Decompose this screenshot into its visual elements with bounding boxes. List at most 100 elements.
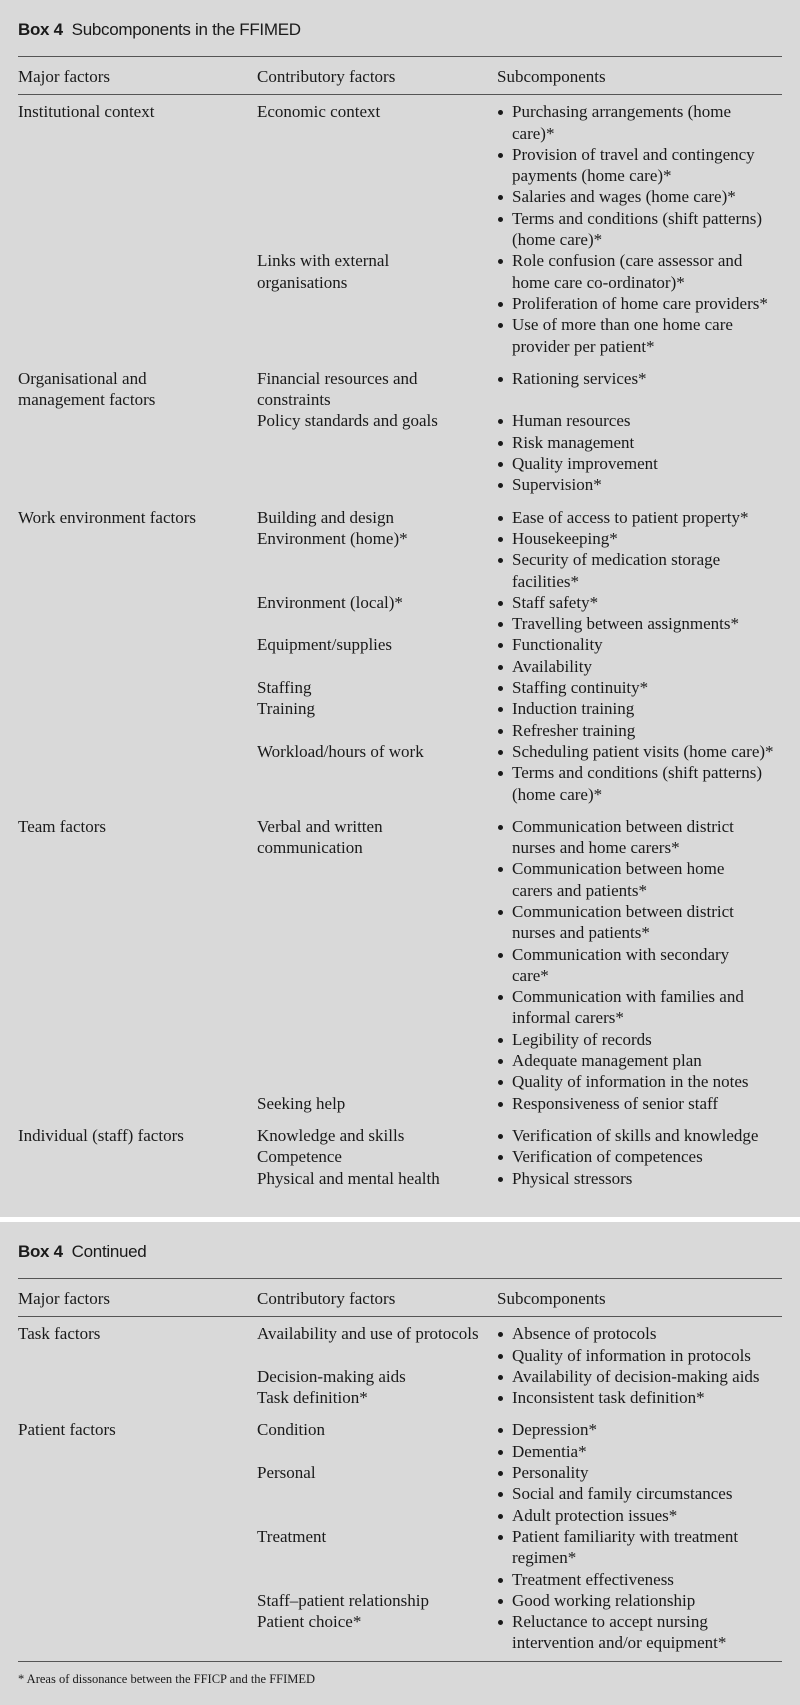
subcomponent-item: Dementia* bbox=[497, 1441, 782, 1462]
subcomponent-list: Patient familiarity with treatment regim… bbox=[497, 1526, 782, 1590]
table-row: Staffing Staffing continuity* bbox=[257, 677, 782, 698]
contributory-factor: Availability and use of protocols bbox=[257, 1324, 479, 1344]
divider bbox=[18, 1316, 782, 1318]
table-row: Environment (local)* Staff safety* Travell… bbox=[257, 592, 782, 635]
contributory-factor: Financial resources and constraints bbox=[257, 368, 418, 410]
table-row: Availability and use of protocols Absence… bbox=[257, 1323, 782, 1366]
subcomponent-item: Use of more than one home care provider … bbox=[497, 314, 782, 357]
table-row: Task definition* Inconsistent task defini… bbox=[257, 1387, 782, 1408]
subcomponent-list: Absence of protocols Quality of informati… bbox=[497, 1323, 782, 1366]
subcomponent-list: Staffing continuity* bbox=[497, 677, 782, 698]
table-row: Seeking help Responsiveness of senior sta… bbox=[257, 1093, 782, 1114]
subcomponent-item: Quality of information in the notes bbox=[497, 1071, 782, 1092]
box-title-text: Continued bbox=[71, 1242, 147, 1261]
table-row: Equipment/supplies Functionality Availabil… bbox=[257, 634, 782, 677]
subcomponent-item: Risk management bbox=[497, 432, 782, 453]
subcomponent-item: Depression* bbox=[497, 1419, 782, 1440]
subcomponent-item: Quality improvement bbox=[497, 453, 782, 474]
contributory-factor: Workload/hours of work bbox=[257, 741, 424, 761]
contributory-list: Economic context Purchasing arrangements … bbox=[257, 101, 782, 357]
table-row: Condition Depression* Dementia* bbox=[257, 1419, 782, 1462]
table-header: Major factors Contributory factors Subco… bbox=[18, 57, 782, 94]
subcomponent-item: Supervision* bbox=[497, 474, 782, 495]
subcomponent-item: Functionality bbox=[497, 634, 782, 655]
subcomponent-list: Human resources Risk management Quality im… bbox=[497, 410, 782, 495]
subcomponent-list: Ease of access to patient property* bbox=[497, 507, 782, 528]
subcomponent-item: Communication with families and informal… bbox=[497, 986, 782, 1029]
contributory-list: Knowledge and skills Verification of skil… bbox=[257, 1125, 782, 1189]
subcomponent-list: Staff safety* Travelling between assignme… bbox=[497, 592, 782, 635]
subcomponent-item: Adequate management plan bbox=[497, 1050, 782, 1071]
major-factor: Organisational and management factors bbox=[18, 368, 156, 410]
contributory-factor: Treatment bbox=[257, 1526, 327, 1546]
subcomponent-item: Refresher training bbox=[497, 720, 782, 741]
subcomponent-item: Availability of decision-making aids bbox=[497, 1366, 782, 1387]
header-subcomponents: Subcomponents bbox=[497, 67, 606, 86]
contributory-factor: Environment (local)* bbox=[257, 592, 403, 612]
contributory-list: Availability and use of protocols Absence… bbox=[257, 1323, 782, 1408]
box-title-text: Subcomponents in the FFIMED bbox=[71, 20, 301, 39]
subcomponent-item: Availability bbox=[497, 656, 782, 677]
divider bbox=[18, 1278, 782, 1279]
major-factor: Team factors bbox=[18, 816, 107, 836]
table-header: Major factors Contributory factors Subco… bbox=[18, 1279, 782, 1316]
subcomponent-item: Good working relationship bbox=[497, 1590, 782, 1611]
subcomponent-item: Social and family circumstances bbox=[497, 1483, 782, 1504]
subcomponent-list: Scheduling patient visits (home care)* Te… bbox=[497, 741, 782, 805]
contributory-factor: Environment (home)* bbox=[257, 528, 408, 548]
table-row: Building and design Ease of access to pat… bbox=[257, 507, 782, 528]
table-row: Knowledge and skills Verification of skil… bbox=[257, 1125, 782, 1146]
box-title: Box 4 Subcomponents in the FFIMED bbox=[18, 0, 782, 56]
subcomponent-item: Treatment effectiveness bbox=[497, 1569, 782, 1590]
contributory-list: Building and design Ease of access to pat… bbox=[257, 507, 782, 805]
table-row: Staff–patient relationship Good working r… bbox=[257, 1590, 782, 1611]
contributory-factor: Building and design bbox=[257, 507, 394, 527]
subcomponent-list: Good working relationship bbox=[497, 1590, 782, 1611]
header-contributory: Contributory factors bbox=[257, 1289, 396, 1308]
footnote: * Areas of dissonance between the FFICP … bbox=[18, 1671, 316, 1686]
subcomponent-item: Travelling between assignments* bbox=[497, 613, 782, 634]
table-row: Physical and mental health Physical stres… bbox=[257, 1168, 782, 1189]
subcomponent-list: Induction training Refresher training bbox=[497, 698, 782, 741]
table-row: Policy standards and goals Human resource… bbox=[257, 410, 782, 495]
factor-group: Individual (staff) factors Knowledge and … bbox=[18, 1125, 782, 1189]
contributory-list: Financial resources and constraints Ratio… bbox=[257, 368, 782, 496]
subcomponent-item: Personality bbox=[497, 1462, 782, 1483]
subcomponent-item: Physical stressors bbox=[497, 1168, 782, 1189]
table-row: Financial resources and constraints Ratio… bbox=[257, 368, 782, 411]
subcomponent-item: Security of medication storage facilitie… bbox=[497, 549, 782, 592]
factor-group: Organisational and management factors Fin… bbox=[18, 368, 782, 496]
subcomponent-item: Proliferation of home care providers* bbox=[497, 293, 782, 314]
divider bbox=[18, 1660, 782, 1662]
box-label: Box 4 bbox=[18, 20, 63, 39]
subcomponent-item: Reluctance to accept nursing interventio… bbox=[497, 1611, 782, 1654]
contributory-factor: Staffing bbox=[257, 678, 312, 698]
subcomponent-item: Purchasing arrangements (home care)* bbox=[497, 101, 782, 144]
subcomponent-item: Patient familiarity with treatment regim… bbox=[497, 1526, 782, 1569]
factor-group: Work environment factors Building and des… bbox=[18, 507, 782, 805]
subcomponent-list: Responsiveness of senior staff bbox=[497, 1093, 782, 1114]
subcomponent-item: Communication between district nurses an… bbox=[497, 816, 782, 859]
table-body: Task factors Availability and use of prot… bbox=[18, 1317, 782, 1653]
subcomponent-list: Personality Social and family circumstanc… bbox=[497, 1462, 782, 1526]
subcomponent-list: Purchasing arrangements (home care)* Prov… bbox=[497, 101, 782, 250]
contributory-factor: Decision-making aids bbox=[257, 1366, 406, 1386]
subcomponent-item: Verification of skills and knowledge bbox=[497, 1125, 782, 1146]
subcomponent-item: Communication between district nurses an… bbox=[497, 901, 782, 944]
divider bbox=[18, 94, 782, 96]
subcomponent-item: Quality of information in protocols bbox=[497, 1345, 782, 1366]
subcomponent-item: Absence of protocols bbox=[497, 1323, 782, 1344]
subcomponent-list: Reluctance to accept nursing interventio… bbox=[497, 1611, 782, 1654]
subcomponent-item: Rationing services* bbox=[497, 368, 782, 389]
table-row: Decision-making aids Availability of deci… bbox=[257, 1366, 782, 1387]
subcomponent-list: Rationing services* bbox=[497, 368, 782, 411]
subcomponent-item: Role confusion (care assessor and home c… bbox=[497, 250, 782, 293]
major-factor: Task factors bbox=[18, 1324, 101, 1344]
contributory-list: Condition Depression* Dementia* Personal Per… bbox=[257, 1419, 782, 1653]
subcomponent-item: Staffing continuity* bbox=[497, 677, 782, 698]
factor-group: Team factors Verbal and written communica… bbox=[18, 816, 782, 1114]
contributory-factor: Economic context bbox=[257, 102, 381, 122]
contributory-factor: Competence bbox=[257, 1147, 342, 1167]
major-factor: Patient factors bbox=[18, 1420, 116, 1440]
factor-group: Institutional context Economic context Pur… bbox=[18, 101, 782, 357]
